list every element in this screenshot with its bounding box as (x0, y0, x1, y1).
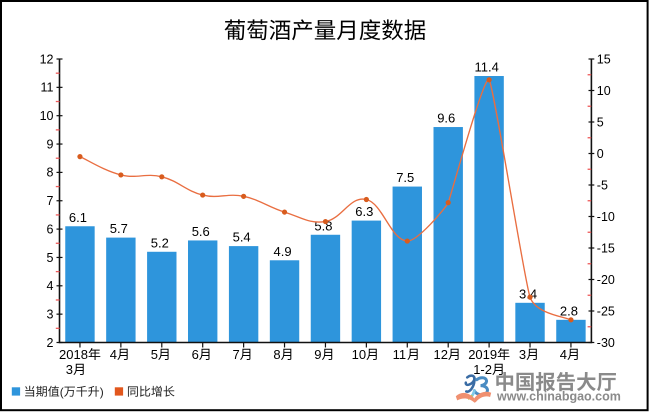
svg-text:6: 6 (47, 222, 54, 236)
svg-text:-30: -30 (597, 336, 615, 350)
svg-text:4: 4 (110, 347, 117, 362)
svg-text:5.2: 5.2 (151, 235, 169, 250)
svg-text:3: 3 (519, 347, 526, 362)
svg-text:(: ( (60, 385, 64, 399)
svg-text:-25: -25 (597, 304, 615, 318)
svg-text:8: 8 (273, 347, 280, 362)
svg-text:2019: 2019 (468, 347, 497, 362)
svg-text:12: 12 (40, 52, 54, 66)
svg-text:10: 10 (40, 109, 54, 123)
svg-text:-15: -15 (597, 241, 615, 255)
svg-text:5.7: 5.7 (110, 221, 128, 236)
svg-text:11.4: 11.4 (475, 60, 499, 75)
svg-text:3: 3 (47, 307, 54, 321)
svg-text:9.6: 9.6 (437, 111, 455, 126)
svg-text:7: 7 (233, 347, 240, 362)
svg-text:2: 2 (47, 336, 54, 350)
svg-text:-20: -20 (597, 273, 615, 287)
svg-text:10: 10 (597, 84, 611, 98)
svg-text:15: 15 (597, 52, 611, 66)
svg-text:5.4: 5.4 (233, 230, 251, 245)
svg-text:4: 4 (560, 347, 567, 362)
svg-text:0: 0 (597, 147, 604, 161)
svg-text:11: 11 (41, 81, 54, 95)
svg-text:6.3: 6.3 (355, 204, 373, 219)
svg-text:6: 6 (192, 347, 199, 362)
svg-text:3: 3 (66, 362, 73, 377)
svg-text:12: 12 (434, 347, 448, 362)
svg-text:7.5: 7.5 (396, 170, 414, 185)
svg-text:5: 5 (151, 347, 158, 362)
svg-text:2.8: 2.8 (560, 303, 578, 318)
svg-text:11: 11 (393, 347, 407, 362)
svg-text:9: 9 (47, 137, 54, 151)
svg-text:7: 7 (47, 194, 54, 208)
svg-text:5: 5 (47, 251, 54, 265)
svg-text:8: 8 (47, 166, 54, 180)
svg-text:5: 5 (597, 115, 604, 129)
svg-text:): ) (100, 385, 104, 399)
svg-text:1-2: 1-2 (473, 362, 492, 377)
svg-text:4.9: 4.9 (274, 244, 292, 259)
svg-text:-10: -10 (597, 210, 615, 224)
svg-text:-5: -5 (597, 178, 608, 192)
svg-text:www.chinabgao.com: www.chinabgao.com (496, 390, 621, 404)
svg-text:2018: 2018 (59, 347, 88, 362)
svg-text:4: 4 (47, 279, 54, 293)
svg-text:5.6: 5.6 (192, 224, 210, 239)
svg-text:9: 9 (314, 347, 321, 362)
svg-text:10: 10 (352, 347, 366, 362)
svg-text:6.1: 6.1 (69, 210, 87, 225)
